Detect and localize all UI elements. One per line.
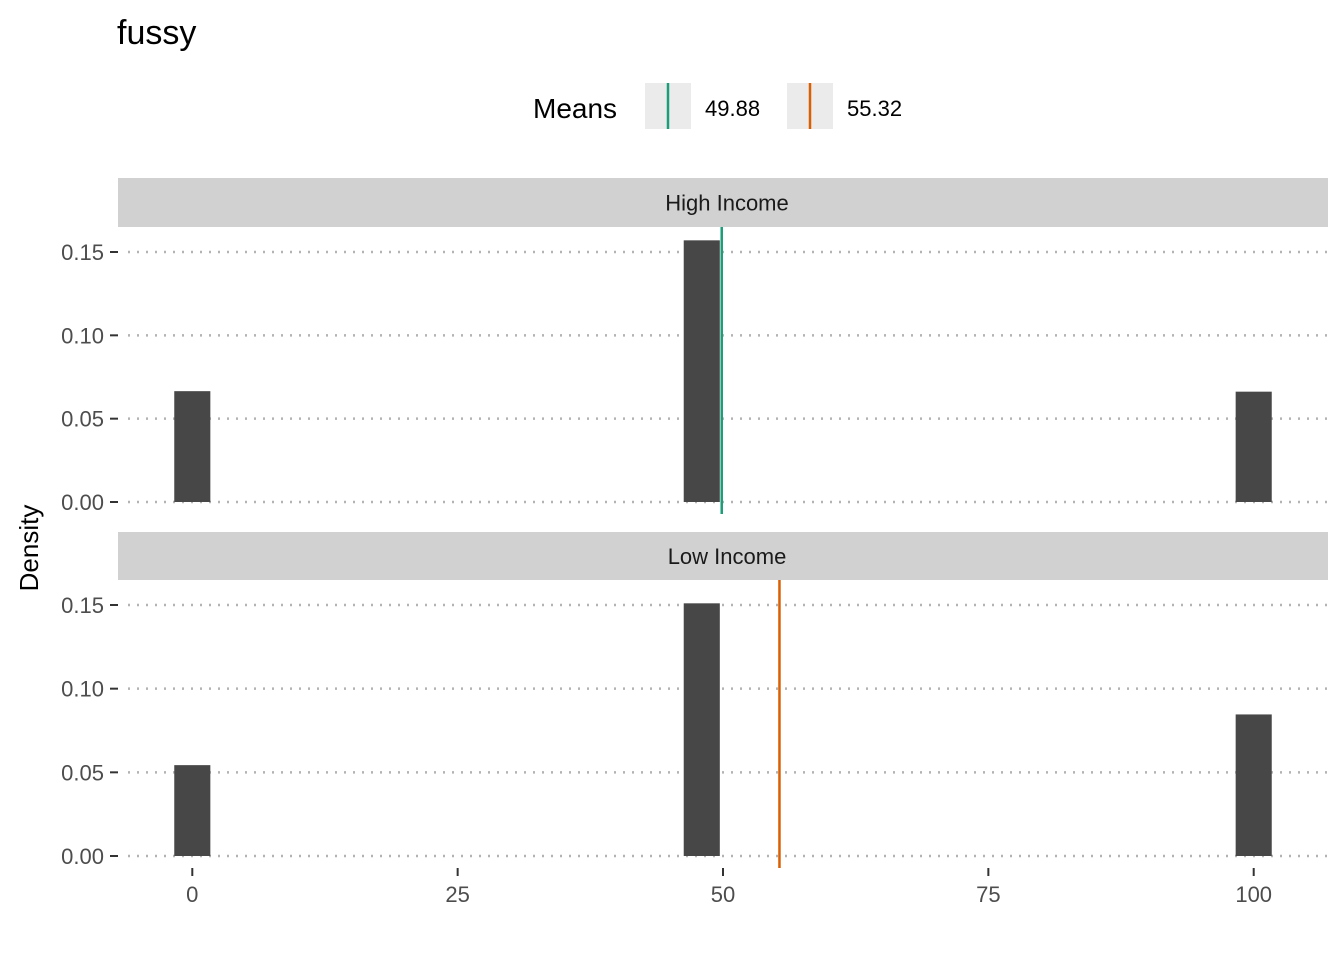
y-tick-label: 0.10	[61, 323, 104, 348]
legend-label: 55.32	[847, 96, 902, 121]
y-tick-label: 0.05	[61, 407, 104, 432]
y-axis-label: Density	[14, 505, 44, 592]
y-tick-label: 0.00	[61, 844, 104, 869]
facet-strip-label: High Income	[665, 191, 789, 216]
facet-strip	[118, 178, 1328, 227]
legend-entry: 49.88	[645, 83, 760, 129]
facet-panel: High Income 0.00 0.05 0.10 0.15	[61, 178, 1328, 515]
x-tick-label: 0	[186, 882, 198, 907]
facet-panel: Low Income 0.00 0.05 0.10 0.15	[61, 532, 1328, 869]
legend-entry: 55.32	[787, 83, 902, 129]
x-axis: 0 25 50 75 100	[186, 868, 1272, 907]
y-tick-label: 0.10	[61, 677, 104, 702]
legend-title: Means	[533, 93, 617, 124]
bar	[683, 240, 720, 503]
facet-strip	[118, 532, 1328, 580]
x-tick-label: 50	[711, 882, 735, 907]
x-tick-label: 100	[1235, 882, 1272, 907]
bar	[1235, 391, 1272, 502]
facet-strip-label: Low Income	[668, 544, 787, 569]
facet-panels: High Income 0.00 0.05 0.10 0.15 Low Income 0.0…	[61, 178, 1328, 869]
y-tick-label: 0.15	[61, 240, 104, 265]
bar	[174, 391, 211, 502]
bar	[683, 603, 720, 856]
bar	[174, 765, 211, 856]
x-tick-label: 75	[976, 882, 1000, 907]
legend-entries: 49.88 55.32	[645, 83, 902, 129]
y-tick-label: 0.15	[61, 593, 104, 618]
legend-label: 49.88	[705, 96, 760, 121]
y-tick-label: 0.00	[61, 490, 104, 515]
bar	[1235, 714, 1272, 856]
legend: Means 49.88 55.32	[533, 83, 902, 129]
x-tick-label: 25	[445, 882, 469, 907]
chart-title: fussy	[117, 14, 196, 52]
y-tick-label: 0.05	[61, 760, 104, 785]
